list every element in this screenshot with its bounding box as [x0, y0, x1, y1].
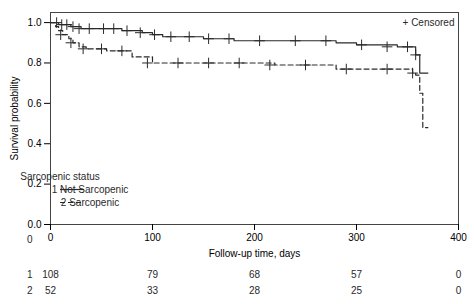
svg-text:0: 0	[456, 285, 462, 296]
svg-text:200: 200	[246, 232, 263, 243]
svg-text:0.6: 0.6	[28, 98, 42, 109]
svg-text:33: 33	[147, 285, 159, 296]
svg-text:1: 1	[27, 269, 33, 280]
svg-text:108: 108	[42, 269, 59, 280]
svg-text:Survival probability: Survival probability	[9, 77, 20, 161]
svg-text:25: 25	[351, 285, 363, 296]
svg-text:0.0: 0.0	[28, 219, 42, 230]
svg-text:100: 100	[144, 232, 161, 243]
svg-text:1 Not Sarcopenic: 1 Not Sarcopenic	[52, 184, 129, 195]
svg-text:0: 0	[456, 269, 462, 280]
svg-text:68: 68	[249, 269, 261, 280]
svg-text:+ Censored: + Censored	[403, 17, 455, 28]
svg-text:0: 0	[48, 232, 54, 243]
svg-text:0.2: 0.2	[27, 178, 42, 190]
svg-text:28: 28	[249, 285, 261, 296]
svg-text:300: 300	[348, 232, 365, 243]
svg-text:57: 57	[351, 269, 363, 280]
svg-text:2: 2	[27, 285, 33, 296]
svg-text:79: 79	[147, 269, 159, 280]
svg-text:52: 52	[45, 285, 57, 296]
svg-text:Follow-up time, days: Follow-up time, days	[209, 248, 301, 259]
svg-text:0.4: 0.4	[28, 138, 42, 149]
svg-text:2 Sarcopenic: 2 Sarcopenic	[61, 197, 119, 208]
svg-text:400: 400	[450, 232, 467, 243]
svg-text:0.8: 0.8	[28, 57, 42, 68]
svg-text:1.0: 1.0	[28, 17, 42, 28]
svg-text:0: 0	[27, 234, 33, 245]
svg-text:Sarcopenic status: Sarcopenic status	[20, 171, 100, 182]
